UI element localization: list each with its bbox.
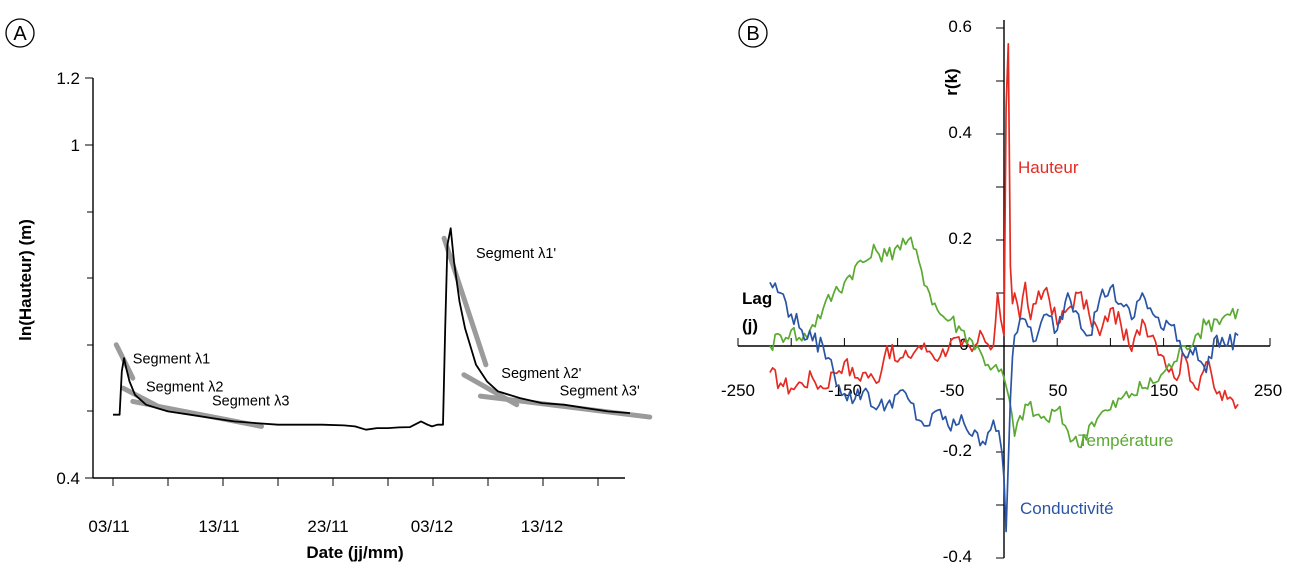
series-line-conductivite	[769, 282, 1239, 533]
segment-annotation-4: Segment λ1'	[476, 246, 556, 262]
panel-b-xlabel-unit: (j)	[742, 316, 758, 335]
panel-b-badge-text: B	[746, 23, 759, 45]
segment-annotation-6: Segment λ3'	[560, 384, 640, 400]
b-ytick-label: -0.4	[943, 547, 972, 566]
segment-annotation-3: Segment λ3	[212, 393, 289, 409]
a-xtick-label: 03/12	[411, 517, 454, 536]
panel-a-ylabel: ln(Hauteur) (m)	[16, 219, 35, 341]
panel-a: A 1.2 1 0.4 03/11 13/11 23/11 03/12 13/1…	[5, 18, 653, 562]
a-xtick-label: 13/12	[521, 517, 564, 536]
b-xtick-label: 250	[1254, 381, 1282, 400]
panel-b-xlabel: Lag	[742, 289, 772, 308]
panel-a-series	[113, 227, 631, 431]
b-xtick-label: 0	[959, 335, 968, 354]
a-ytick-label: 1.2	[56, 69, 80, 88]
panel-a-xlabel: Date (jj/mm)	[306, 543, 403, 562]
fit-segment-4	[441, 235, 489, 368]
segment-annotation-5: Segment λ2'	[501, 366, 581, 382]
b-xtick-label: -250	[721, 381, 755, 400]
segment-annotation-1: Segment λ1	[133, 351, 210, 367]
series-line-temperature	[769, 236, 1239, 449]
b-ytick-label: 0.4	[948, 123, 972, 142]
panel-b-ylabel: r(k)	[942, 68, 961, 95]
b-xtick-label: -50	[940, 381, 965, 400]
series-label-conductivite: Conductivité	[1020, 499, 1114, 518]
panel-b-ticks	[737, 27, 1271, 559]
a-xtick-label: 13/11	[198, 517, 239, 536]
b-xtick-label: 50	[1049, 381, 1068, 400]
series-label-temperature: Température	[1078, 431, 1173, 450]
panel-a-badge-circle	[5, 18, 35, 48]
panel-b-badge-circle	[738, 18, 768, 48]
series-label-hauteur: Hauteur	[1018, 158, 1079, 177]
a-ytick-label: 1	[71, 136, 80, 155]
a-xtick-label: 03/11	[88, 517, 129, 536]
b-xtick-label: 150	[1150, 381, 1178, 400]
water-height-line	[113, 227, 631, 431]
panel-a-badge-text: A	[13, 23, 27, 45]
panel-b-series	[769, 43, 1239, 533]
b-ytick-label: 0.2	[948, 229, 972, 248]
segment-annotation-2: Segment λ2	[146, 379, 223, 395]
b-ytick-label: -0.2	[943, 441, 972, 460]
series-line-hauteur	[769, 43, 1239, 410]
b-ytick-label: 0.6	[948, 17, 972, 36]
fit-segment-6	[477, 393, 653, 420]
a-xtick-label: 23/11	[307, 517, 348, 536]
a-ytick-label: 0.4	[56, 469, 80, 488]
panel-b: B 0.6 0.4 0.2 -0.2 -0.4 -250 -150 -50 0 …	[721, 17, 1282, 566]
